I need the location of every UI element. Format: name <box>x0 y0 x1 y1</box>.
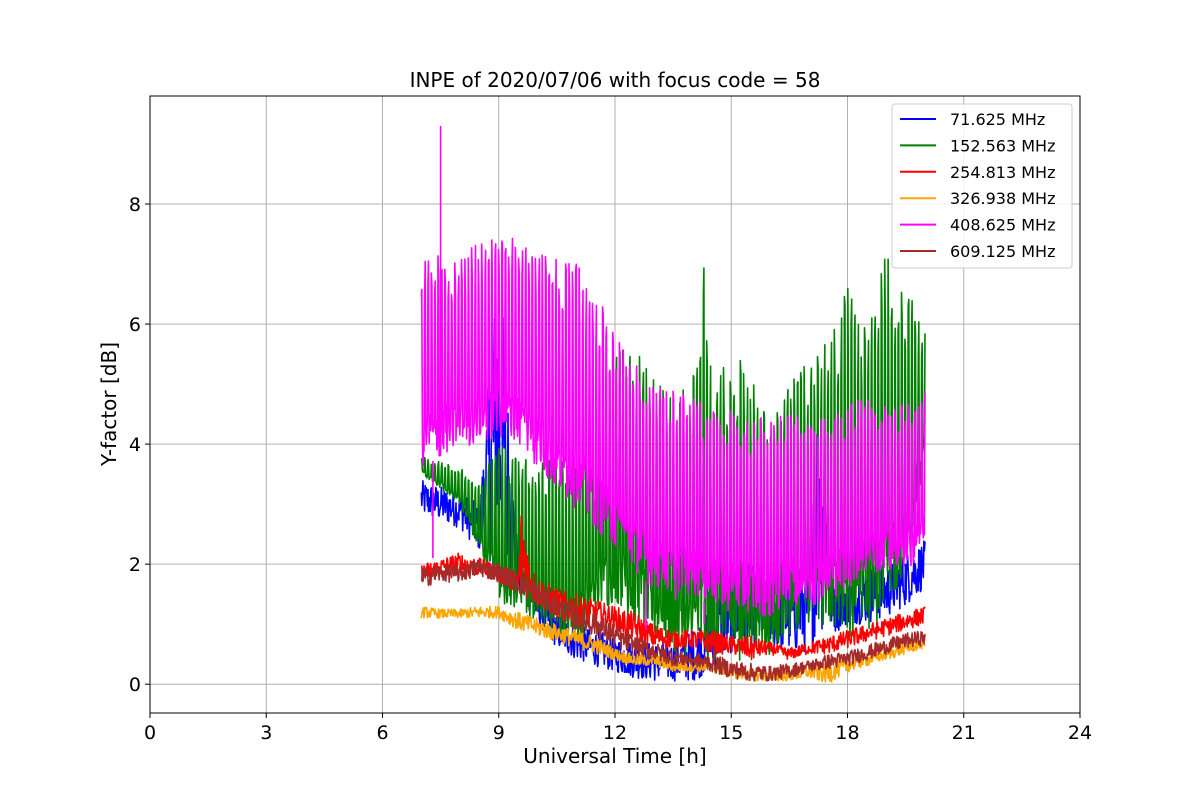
legend-label: 254.813 MHz <box>950 163 1055 182</box>
y-tick-label: 2 <box>129 554 141 576</box>
chart-title: INPE of 2020/07/06 with focus code = 58 <box>410 68 821 92</box>
x-tick-label: 12 <box>603 722 627 744</box>
series-line-4 <box>420 126 926 631</box>
series-line-5 <box>420 559 926 682</box>
series-layer <box>420 126 926 683</box>
x-tick-label: 15 <box>719 722 743 744</box>
x-tick-label: 21 <box>952 722 976 744</box>
y-tick-label: 0 <box>129 674 141 696</box>
y-tick-label: 4 <box>129 434 141 456</box>
x-tick-label: 9 <box>493 722 505 744</box>
y-axis-label: Y-factor [dB] <box>97 342 121 467</box>
y-axis: 0 2 4 6 8 <box>129 194 150 696</box>
series-line-2 <box>420 515 926 660</box>
x-tick-label: 18 <box>835 722 859 744</box>
x-tick-label: 0 <box>144 722 156 744</box>
legend-label: 326.938 MHz <box>950 189 1055 208</box>
legend-label: 71.625 MHz <box>950 110 1045 129</box>
legend: 71.625 MHz 152.563 MHz 254.813 MHz 326.938 … <box>891 103 1073 269</box>
legend-label: 609.125 MHz <box>950 242 1055 261</box>
x-axis: 0 3 6 9 12 15 18 21 24 <box>144 713 1092 744</box>
legend-label: 152.563 MHz <box>950 136 1055 155</box>
x-tick-label: 24 <box>1068 722 1092 744</box>
x-tick-label: 3 <box>260 722 272 744</box>
x-axis-label: Universal Time [h] <box>523 744 706 768</box>
series-line-3 <box>420 605 926 683</box>
x-tick-label: 6 <box>376 722 388 744</box>
legend-box <box>891 103 1073 269</box>
legend-label: 408.625 MHz <box>950 216 1055 235</box>
y-tick-label: 6 <box>129 314 141 336</box>
y-tick-label: 8 <box>129 194 141 216</box>
